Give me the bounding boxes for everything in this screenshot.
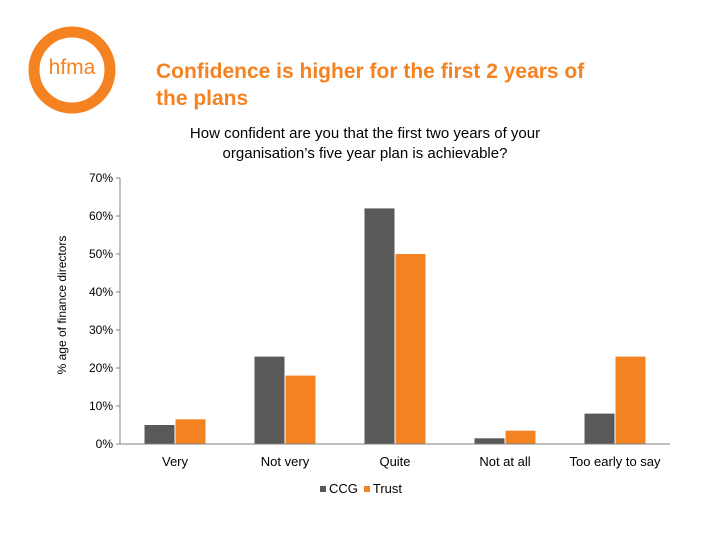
y-tick-label: 30% <box>89 323 113 337</box>
slide-title-line-2: the plans <box>156 87 249 110</box>
x-tick-label: Not at all <box>479 454 530 469</box>
x-tick-label: Quite <box>379 454 410 469</box>
y-tick-label: 20% <box>89 361 113 375</box>
bar-ccg-very <box>144 425 175 444</box>
legend-swatch-ccg <box>320 485 326 492</box>
legend-swatch-trust <box>363 485 370 492</box>
bar-trust-not-at-all <box>505 430 536 444</box>
bars <box>144 208 646 444</box>
x-tick-labels: Very Not very Quite Not at all Too early to … <box>162 454 661 469</box>
bar-ccg-too-early-to-say <box>584 413 615 444</box>
legend-item-ccg: CCG <box>320 481 358 496</box>
y-tick-label: 40% <box>89 285 113 299</box>
bar-ccg-not-very <box>254 356 285 444</box>
bar-trust-quite <box>395 254 426 444</box>
legend: CCG Trust <box>320 481 408 496</box>
chart-title: How confident are you that the first two… <box>120 124 610 164</box>
bar-ccg-not-at-all <box>474 438 505 444</box>
slide-title-line-1: Confidence is higher for the first 2 yea… <box>156 60 585 83</box>
logo-ring <box>28 26 116 114</box>
y-ticks: 0% 10% 20% 30% 40% 50% 60% 70% <box>89 171 120 451</box>
bar-ccg-quite <box>364 208 395 444</box>
slide-title: Confidence is higher for the first 2 yea… <box>156 58 676 112</box>
legend-item-trust: Trust <box>363 481 403 496</box>
x-tick-label: Very <box>162 454 189 469</box>
bar-trust-very <box>175 419 206 444</box>
logo-text: hfma <box>48 56 96 79</box>
y-tick-label: 70% <box>89 171 113 185</box>
y-tick-label: 60% <box>89 209 113 223</box>
hfma-logo <box>28 26 116 114</box>
legend-label-trust: Trust <box>372 481 403 496</box>
y-tick-label: 0% <box>96 437 114 451</box>
chart-title-line-1: How confident are you that the first two… <box>189 125 541 142</box>
x-tick-label: Not very <box>261 454 310 469</box>
x-tick-label: Too early to say <box>569 454 661 469</box>
bar-trust-not-very <box>285 375 316 444</box>
bar-trust-too-early-to-say <box>615 356 646 444</box>
chart-title-line-2: organisation’s five year plan is achieva… <box>222 145 508 162</box>
legend-label-ccg: CCG <box>329 481 358 496</box>
y-tick-label: 50% <box>89 247 113 261</box>
y-tick-label: 10% <box>89 399 113 413</box>
